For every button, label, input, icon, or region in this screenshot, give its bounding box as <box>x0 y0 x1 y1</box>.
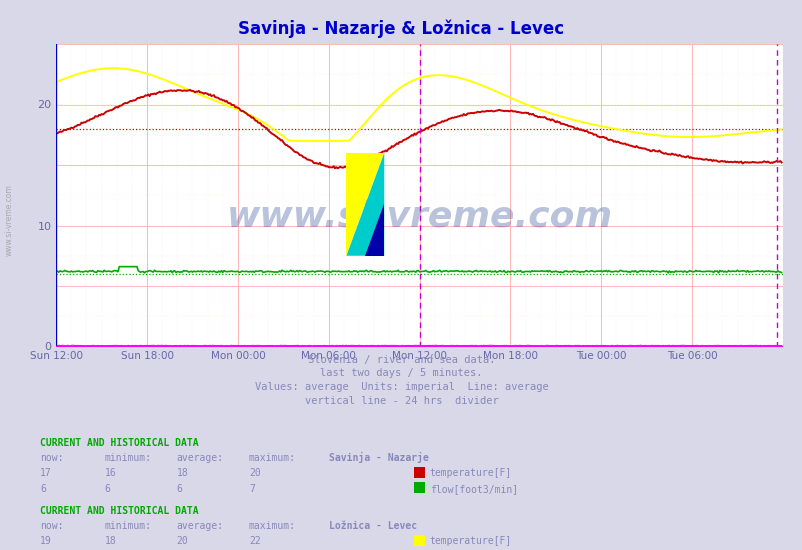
Text: 19: 19 <box>40 536 52 547</box>
Text: 22: 22 <box>249 536 261 547</box>
Text: 6: 6 <box>176 483 182 494</box>
Polygon shape <box>346 153 384 256</box>
Text: 16: 16 <box>104 468 116 478</box>
Text: Values: average  Units: imperial  Line: average: Values: average Units: imperial Line: av… <box>254 382 548 392</box>
Text: www.si-vreme.com: www.si-vreme.com <box>226 200 612 233</box>
Text: last two days / 5 minutes.: last two days / 5 minutes. <box>320 368 482 378</box>
Text: Ložnica - Levec: Ložnica - Levec <box>329 521 417 531</box>
Text: minimum:: minimum: <box>104 453 152 463</box>
Text: 18: 18 <box>176 468 188 478</box>
Polygon shape <box>365 205 384 256</box>
Text: flow[foot3/min]: flow[foot3/min] <box>429 483 517 494</box>
Text: 7: 7 <box>249 483 254 494</box>
Text: temperature[F]: temperature[F] <box>429 468 511 478</box>
Text: 20: 20 <box>176 536 188 547</box>
Text: now:: now: <box>40 453 63 463</box>
Text: vertical line - 24 hrs  divider: vertical line - 24 hrs divider <box>304 396 498 406</box>
Text: temperature[F]: temperature[F] <box>429 536 511 547</box>
Text: maximum:: maximum: <box>249 453 296 463</box>
Text: Savinja - Nazarje & Ložnica - Levec: Savinja - Nazarje & Ložnica - Levec <box>238 19 564 38</box>
Text: CURRENT AND HISTORICAL DATA: CURRENT AND HISTORICAL DATA <box>40 437 199 448</box>
Polygon shape <box>346 153 384 256</box>
Text: maximum:: maximum: <box>249 521 296 531</box>
Text: 17: 17 <box>40 468 52 478</box>
Text: average:: average: <box>176 521 224 531</box>
Text: 18: 18 <box>104 536 116 547</box>
Text: 6: 6 <box>40 483 46 494</box>
Text: minimum:: minimum: <box>104 521 152 531</box>
Text: 20: 20 <box>249 468 261 478</box>
Text: www.si-vreme.com: www.si-vreme.com <box>5 184 14 256</box>
Text: average:: average: <box>176 453 224 463</box>
Text: Savinja - Nazarje: Savinja - Nazarje <box>329 452 428 463</box>
Text: Slovenia / river and sea data.: Slovenia / river and sea data. <box>307 355 495 365</box>
Text: 6: 6 <box>104 483 110 494</box>
Text: CURRENT AND HISTORICAL DATA: CURRENT AND HISTORICAL DATA <box>40 505 199 516</box>
Text: now:: now: <box>40 521 63 531</box>
